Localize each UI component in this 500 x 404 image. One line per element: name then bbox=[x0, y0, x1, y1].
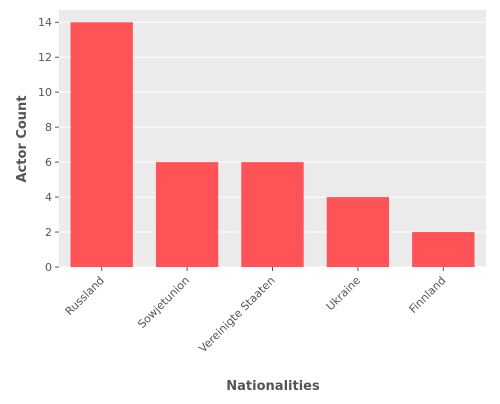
bar-russland bbox=[70, 22, 133, 267]
x-tick-label: Finnland bbox=[407, 274, 449, 316]
y-tick-label: 4 bbox=[45, 191, 52, 204]
x-axis-title: Nationalities bbox=[226, 379, 320, 394]
x-axis-ticks: Russland Sowjetunion Vereinigte Staaten Ukr… bbox=[63, 267, 449, 355]
y-axis-ticks: 0 2 4 6 8 10 12 14 bbox=[38, 16, 59, 274]
bars bbox=[70, 22, 475, 267]
x-tick-label: Russland bbox=[63, 274, 107, 318]
y-tick-label: 2 bbox=[45, 226, 52, 239]
y-tick-label: 8 bbox=[45, 121, 52, 134]
y-tick-label: 10 bbox=[38, 86, 52, 99]
x-tick-label: Vereinigte Staaten bbox=[196, 274, 277, 355]
bar-vereinigte-staaten bbox=[241, 162, 304, 267]
bar-finnland bbox=[412, 232, 475, 267]
x-tick-label: Sowjetunion bbox=[135, 274, 192, 331]
y-axis-title: Actor Count bbox=[15, 95, 30, 182]
bar-sowjetunion bbox=[155, 162, 219, 267]
bar-ukraine bbox=[326, 197, 390, 267]
x-tick-label: Ukraine bbox=[324, 274, 363, 313]
y-tick-label: 12 bbox=[38, 51, 52, 64]
y-tick-label: 6 bbox=[45, 156, 52, 169]
y-tick-label: 14 bbox=[38, 16, 52, 29]
y-tick-label: 0 bbox=[45, 261, 52, 274]
